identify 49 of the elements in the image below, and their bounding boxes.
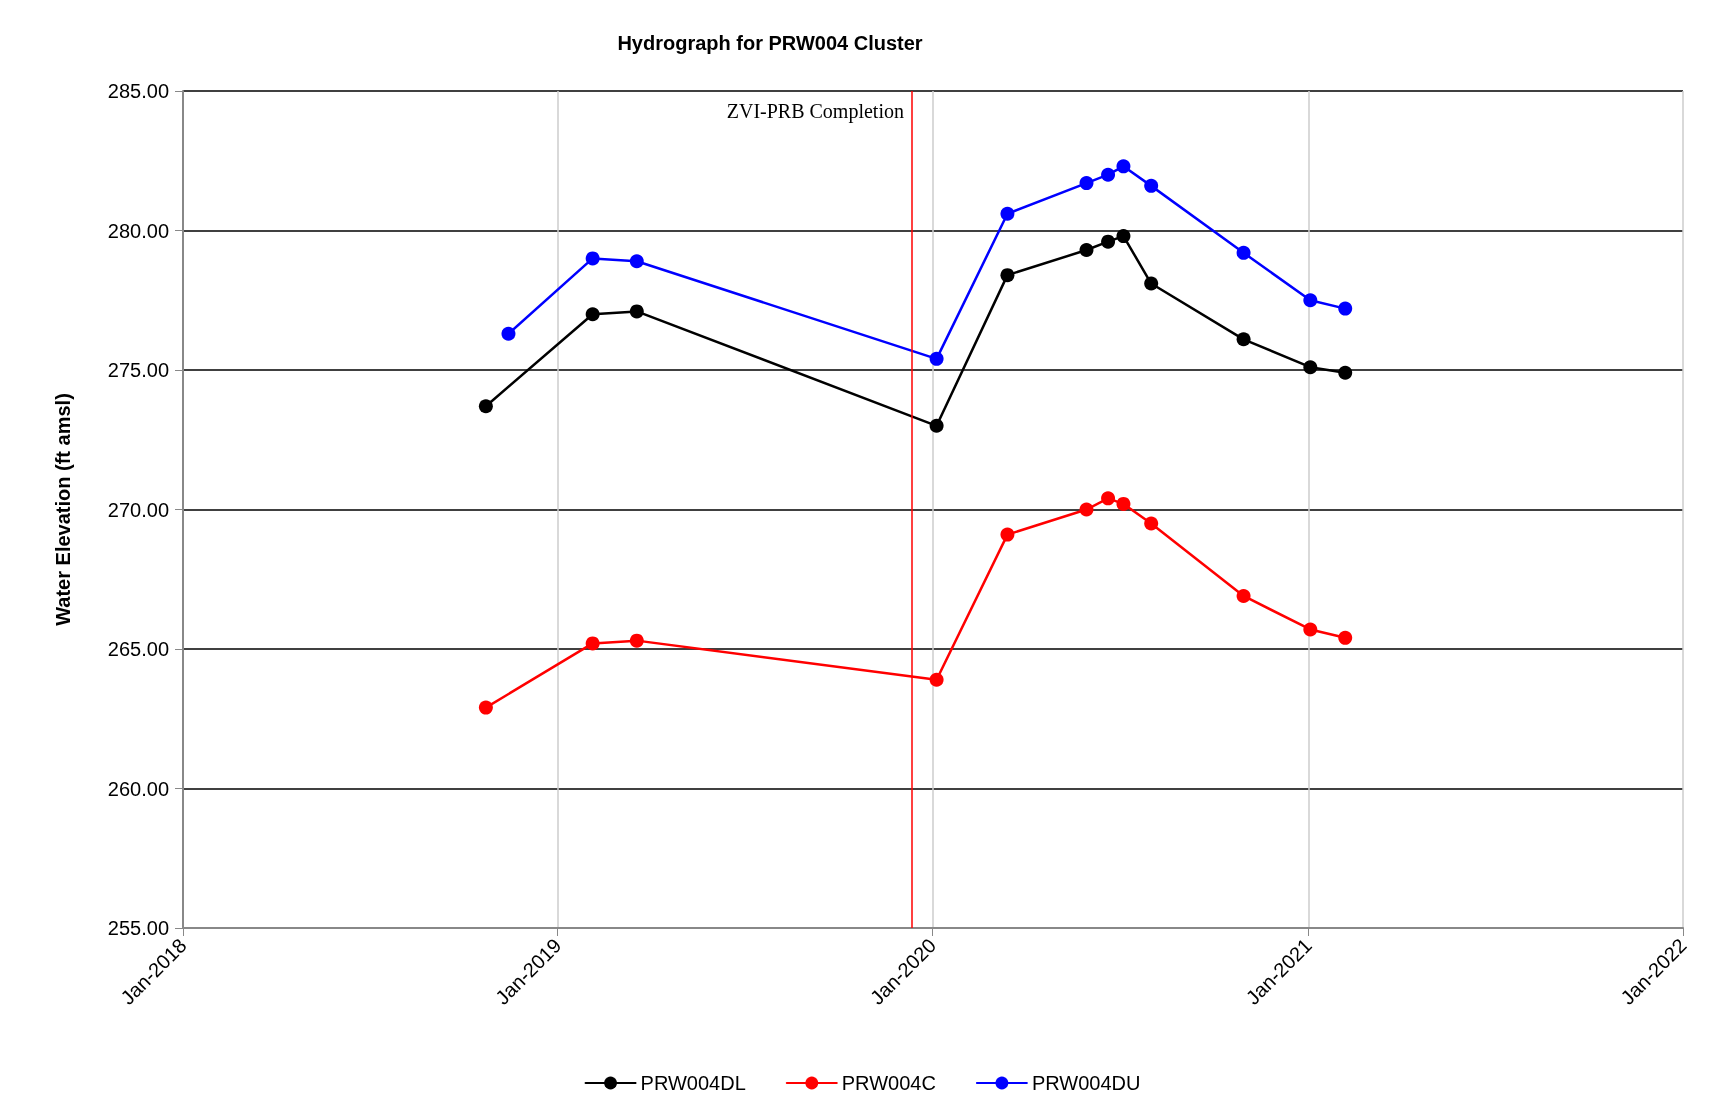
point	[929, 672, 944, 687]
point	[629, 633, 644, 648]
point	[585, 307, 600, 322]
point	[1303, 622, 1318, 637]
point	[1338, 365, 1353, 380]
point	[1101, 491, 1116, 506]
y-tick-label: 265.00	[107, 638, 169, 660]
legend-label: PRW004DU	[1031, 1072, 1141, 1094]
point	[1000, 268, 1015, 283]
point	[585, 636, 600, 651]
point	[929, 351, 944, 366]
point	[1000, 206, 1015, 221]
y-tick-label: 260.00	[107, 777, 169, 800]
y-tick-label: 270.00	[107, 498, 169, 521]
point	[1236, 588, 1251, 603]
point	[1116, 496, 1131, 511]
y-tick-label: 275.00	[107, 359, 169, 381]
legend-label: PRW004C	[841, 1072, 936, 1094]
point	[1116, 229, 1131, 244]
point	[1079, 243, 1094, 258]
y-axis-title: Water Elevation (ft amsl)	[52, 393, 74, 626]
point	[1303, 360, 1318, 375]
point	[1116, 159, 1131, 174]
point	[1338, 630, 1353, 645]
point	[1236, 245, 1251, 260]
chart-title: Hydrograph for PRW004 Cluster	[617, 32, 923, 54]
point	[478, 399, 493, 414]
point	[478, 700, 493, 715]
point	[1079, 176, 1094, 191]
point	[629, 304, 644, 319]
point	[1303, 293, 1318, 308]
point	[929, 418, 944, 433]
y-tick-label: 280.00	[107, 219, 169, 242]
point	[501, 326, 516, 341]
point	[1101, 234, 1116, 249]
point	[585, 251, 600, 266]
point	[1236, 332, 1251, 347]
y-tick-label: 285.00	[107, 80, 169, 102]
y-tick-label: 255.00	[107, 917, 169, 939]
point	[1144, 516, 1159, 531]
legend-label: PRW004DL	[640, 1072, 746, 1094]
point	[1338, 301, 1353, 316]
point	[1079, 502, 1094, 517]
point	[629, 254, 644, 269]
point	[1000, 527, 1015, 542]
ref-line-label: ZVI-PRB Completion	[726, 100, 904, 123]
point	[1144, 178, 1159, 193]
point	[1144, 276, 1159, 291]
point	[1101, 167, 1116, 182]
